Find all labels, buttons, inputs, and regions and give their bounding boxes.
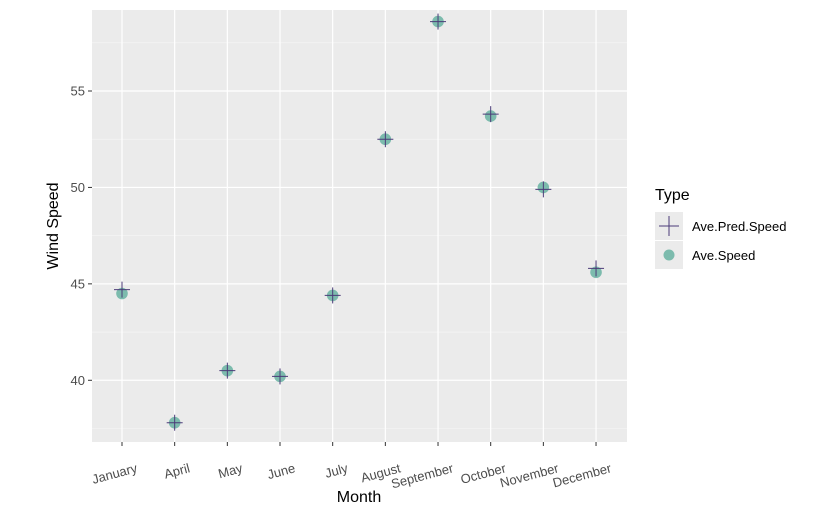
x-tick-label: April [162,460,191,481]
legend-label-pred: Ave.Pred.Speed [692,219,786,234]
x-tick-label: July [323,460,350,481]
y-tick-label: 50 [71,180,85,195]
minor-gridlines [92,42,627,429]
ave-pred-speed-point [272,368,289,385]
ave-pred-speed-point [219,362,236,379]
legend-circle-icon [663,249,675,261]
y-axis: 40 45 50 55 [71,84,92,388]
x-tick-label: December [551,460,613,490]
x-axis-title: Month [337,489,381,506]
ave-pred-speed-point [114,281,130,298]
ave-pred-speed-point [535,181,552,198]
ave-pred-speed-point [588,260,605,277]
legend-title: Type [655,187,690,204]
x-tick-label: May [217,460,245,481]
ave-pred-speed-point [377,131,394,148]
plot-panel [92,10,627,442]
x-tick-label: January [90,460,139,487]
y-tick-label: 45 [71,276,85,291]
ave-pred-speed-point [166,414,183,431]
y-tick-label: 40 [71,373,85,388]
ave-pred-speed-point [324,287,341,304]
ave-pred-speed-point [482,106,499,123]
legend-cross-icon [659,216,679,236]
data-marks [114,13,605,431]
ave-pred-speed-point [430,13,447,30]
x-tick-label: June [266,460,297,482]
y-axis-title: Wind Speed [45,182,62,269]
y-tick-label: 55 [71,84,85,99]
legend: Type Ave.Pred.Speed Ave.Speed [655,187,786,269]
legend-label-ave: Ave.Speed [692,248,755,263]
